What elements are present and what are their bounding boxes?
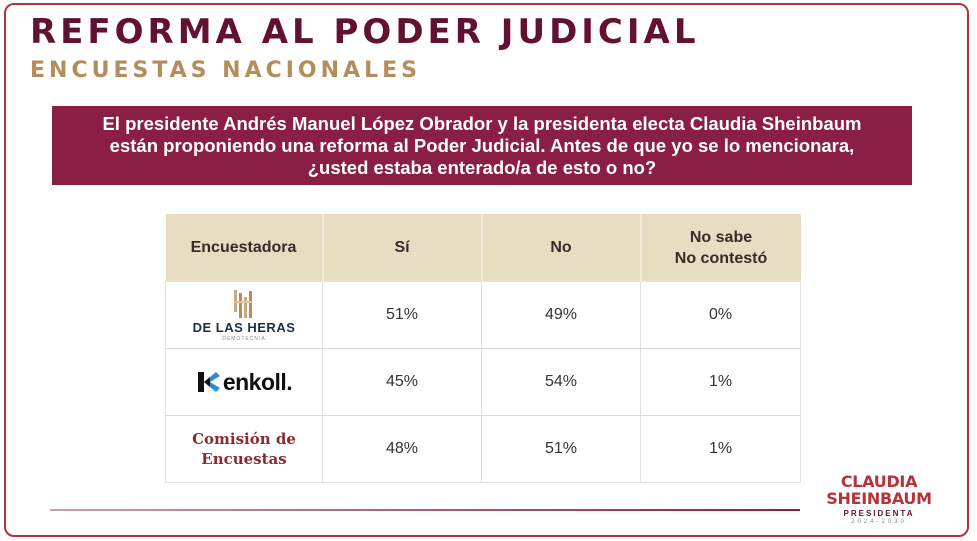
pollster-cell: Comisión de Encuestas xyxy=(165,415,323,483)
col-header-dont-know: No sabe No contestó xyxy=(640,214,801,282)
comision-logo: Comisión de Encuestas xyxy=(166,429,322,469)
col-header-dk-line1: No sabe xyxy=(689,228,753,246)
table-row: enkoll. 45% 54% 1% xyxy=(165,348,801,416)
question-line-3: ¿usted estaba enterado/a de esto o no? xyxy=(307,156,657,178)
cell-yes: 51% xyxy=(322,281,482,349)
col-header-pollster: Encuestadora xyxy=(165,214,324,282)
de-las-heras-name: DE LAS HERAS xyxy=(192,319,296,335)
enkoll-logo: enkoll. xyxy=(166,369,322,396)
cell-no: 54% xyxy=(481,348,641,416)
table-row: DE LAS HERAS DEMOTECNIA 51% 49% 0% xyxy=(165,281,801,349)
de-las-heras-logo: DE LAS HERAS DEMOTECNIA xyxy=(166,289,322,342)
footer-divider xyxy=(50,509,800,511)
cell-dont-know: 0% xyxy=(640,281,801,349)
cell-no: 51% xyxy=(481,415,641,483)
brand-logo: CLAUDIA SHEINBAUM PRESIDENTA 2024-2030 xyxy=(824,473,934,525)
enkoll-name: enkoll. xyxy=(222,368,293,395)
cell-yes: 45% xyxy=(322,348,482,416)
col-header-no: No xyxy=(481,214,642,282)
pollster-cell: DE LAS HERAS DEMOTECNIA xyxy=(165,281,323,349)
enkoll-mark-icon xyxy=(197,372,220,392)
slide-frame xyxy=(4,3,969,537)
brand-line2: SHEINBAUM xyxy=(826,489,932,508)
comision-line1: Comisión de xyxy=(192,430,296,448)
question-line-2: están proponiendo una reforma al Poder J… xyxy=(109,134,855,156)
page-subtitle: ENCUESTAS NACIONALES xyxy=(30,58,421,83)
table-header-row: Encuestadora Sí No No sabe No contestó xyxy=(165,214,801,282)
cell-yes: 48% xyxy=(322,415,482,483)
comision-line2: Encuestas xyxy=(201,450,287,468)
col-header-dk-line2: No contestó xyxy=(674,249,768,267)
cell-dont-know: 1% xyxy=(640,348,801,416)
brand-line1: CLAUDIA xyxy=(840,472,918,491)
page-title: REFORMA AL PODER JUDICIAL xyxy=(30,12,700,52)
brand-line4: 2024-2030 xyxy=(851,519,907,525)
question-line-1: El presidente Andrés Manuel López Obrado… xyxy=(102,112,862,134)
cell-dont-know: 1% xyxy=(708,440,733,457)
brand-line3: PRESIDENTA xyxy=(843,509,915,518)
survey-table: Encuestadora Sí No No sabe No contestó xyxy=(165,214,801,483)
de-las-heras-mark-icon xyxy=(234,289,252,318)
pollster-cell: enkoll. xyxy=(165,348,323,416)
de-las-heras-sub: DEMOTECNIA xyxy=(222,335,266,342)
col-header-yes: Sí xyxy=(322,214,483,282)
table-row: Comisión de Encuestas 48% 51% 1% xyxy=(165,415,801,483)
question-banner: El presidente Andrés Manuel López Obrado… xyxy=(52,106,912,185)
cell-no: 49% xyxy=(481,281,641,349)
